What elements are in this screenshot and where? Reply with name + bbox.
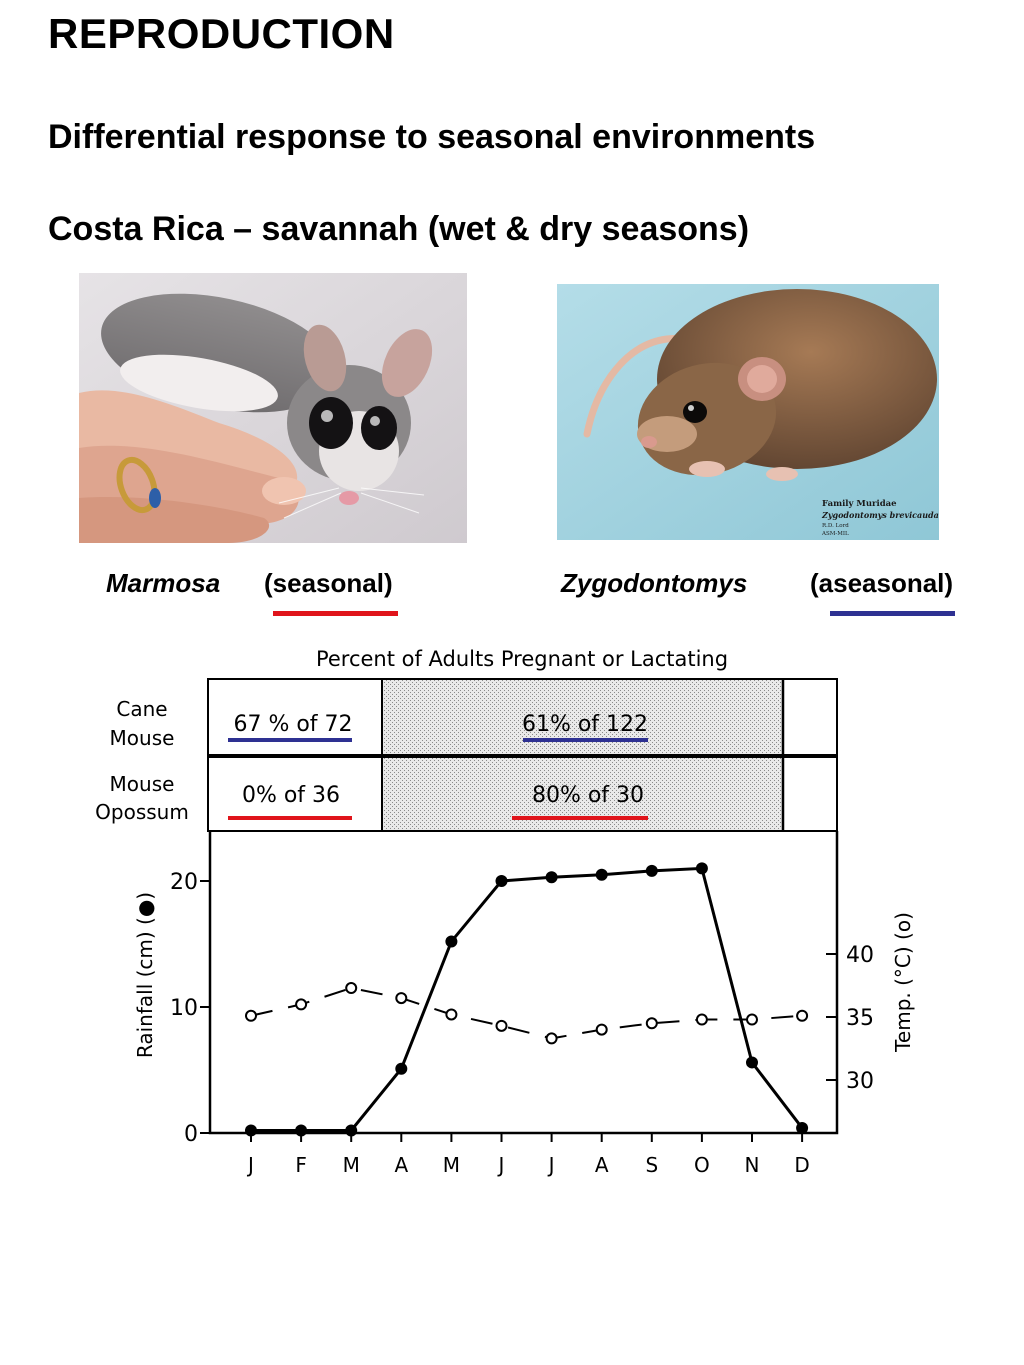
x-tick-label: M (343, 1153, 360, 1177)
rainfall-point (445, 935, 458, 948)
x-tick-label: A (394, 1153, 408, 1177)
rainfall-point (245, 1124, 257, 1137)
rainfall-point (796, 1121, 809, 1134)
x-tick-label: A (595, 1153, 609, 1177)
plate-line-4: ASM-MIL (821, 531, 849, 537)
zygodontomys-photo: Family Muridae Zygodontomys brevicauda R… (557, 284, 939, 540)
table-row-mouse-opossum (207, 756, 838, 832)
rainfall-point (695, 862, 708, 875)
y2-tick-label: 30 (846, 1069, 874, 1094)
x-tick-label: D (794, 1153, 809, 1177)
y-tick-label: 20 (170, 870, 198, 895)
marmosa-genus-label: Marmosa (106, 568, 221, 598)
page-subtitle: Differential response to seasonal enviro… (48, 118, 816, 156)
temperature-point (445, 1008, 458, 1021)
temperature-point (695, 1013, 708, 1026)
seasonal-underline (273, 611, 398, 616)
opossum-wet-underline (512, 816, 648, 820)
opossum-wet-value: 80% of 30 (532, 783, 644, 808)
rainfall-point (345, 1124, 358, 1137)
x-tick-label: F (295, 1153, 307, 1177)
y-axis-label: Rainfall (cm) (●) (133, 892, 157, 1058)
cane-dry-value: 67 % of 72 (233, 712, 352, 737)
temperature-point (645, 1017, 658, 1030)
rainfall-point (295, 1124, 308, 1137)
row-label-cane: Cane (116, 697, 167, 721)
reproduction-rainfall-chart: Percent of Adults Pregnant or Lactating … (95, 647, 915, 1177)
temperature-point (295, 998, 308, 1011)
plate-line-3: R.D. Lord (822, 523, 849, 529)
plate-line-1: Family Muridae (822, 499, 897, 509)
temperature-point (395, 992, 408, 1005)
rainfall-series-line (251, 866, 804, 1132)
page-title: REPRODUCTION (48, 10, 395, 57)
table-title: Percent of Adults Pregnant or Lactating (316, 647, 728, 671)
cane-wet-value: 61% of 122 (522, 712, 648, 737)
temperature-point (245, 1009, 257, 1022)
table-row-cane-mouse (207, 678, 838, 756)
temperature-series-line (250, 986, 803, 1040)
opossum-dry-value: 0% of 36 (242, 783, 340, 808)
y-tick-label: 0 (184, 1122, 198, 1147)
cane-dry-underline (228, 738, 352, 742)
temperature-point (595, 1023, 608, 1036)
temperature-point (495, 1019, 508, 1032)
temperature-point (545, 1032, 558, 1045)
row-label-opossum: Opossum (95, 800, 189, 824)
y-tick-label: 10 (170, 996, 198, 1021)
location-heading: Costa Rica – savannah (wet & dry seasons… (48, 210, 750, 248)
rainfall-point (495, 875, 508, 887)
zygodontomys-status-label: (aseasonal) (810, 568, 954, 598)
row-label-mouse-2: Mouse (110, 772, 175, 796)
y2-tick-label: 40 (846, 943, 874, 968)
y2-tick-label: 35 (846, 1006, 874, 1031)
plate-line-2: Zygodontomys brevicauda (821, 510, 939, 520)
x-tick-label: O (694, 1153, 710, 1177)
zygodontomys-genus-label: Zygodontomys (561, 568, 748, 598)
rainfall-point (746, 1056, 758, 1069)
y2-axis-label: Temp. (°C) (o) (891, 912, 915, 1053)
x-tick-label: J (547, 1153, 555, 1177)
x-tick-label: S (645, 1153, 658, 1177)
opossum-dry-underline (228, 816, 352, 820)
temperature-point (746, 1013, 758, 1026)
rainfall-point (395, 1062, 408, 1075)
marmosa-photo (79, 273, 467, 543)
plot-frame (208, 831, 839, 1135)
x-tick-label: J (497, 1153, 505, 1177)
rainfall-point (595, 868, 608, 881)
x-tick-label: M (443, 1153, 460, 1177)
x-tick-label: N (745, 1153, 760, 1177)
rainfall-point (545, 871, 558, 884)
cane-wet-underline (523, 738, 648, 742)
temperature-point (796, 1009, 809, 1022)
aseasonal-underline (830, 611, 955, 616)
marmosa-status-label: (seasonal) (264, 568, 393, 598)
x-tick-label: J (246, 1153, 254, 1177)
temperature-point (345, 982, 358, 995)
row-label-mouse: Mouse (110, 726, 175, 750)
rainfall-point (645, 864, 658, 877)
